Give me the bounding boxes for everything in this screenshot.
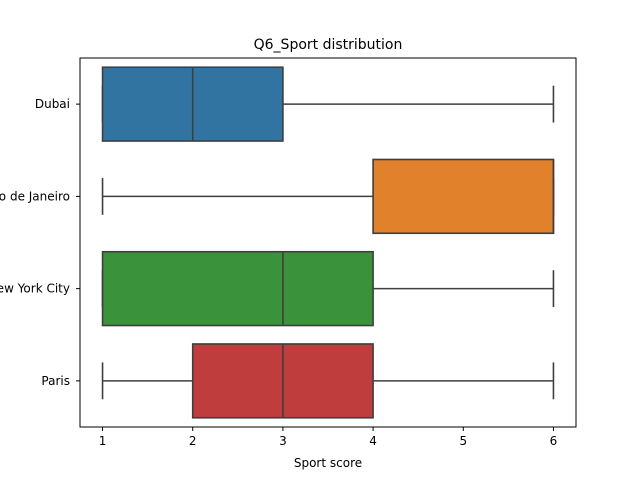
y-tick-label: Rio de Janeiro [0,189,70,203]
box-group [101,343,555,419]
y-axis: Dubai Rio de Janeiro New York City Paris [0,97,80,388]
box [101,250,374,327]
chart-title: Q6_Sport distribution [254,37,403,53]
axes-frame [79,57,577,428]
x-tick-label: 5 [459,434,467,448]
plot-area [101,66,555,419]
box-group [101,66,555,142]
x-axis: 1 2 3 4 5 6 [99,427,558,448]
box-group [101,250,555,327]
x-tick-label: 4 [369,434,377,448]
x-tick-label: 2 [189,434,197,448]
x-tick-label: 3 [279,434,287,448]
box [372,158,555,235]
y-tick-label: Paris [41,374,70,388]
x-axis-label: Sport score [294,456,362,470]
x-tick-label: 1 [99,434,107,448]
x-tick-label: 6 [550,434,558,448]
box-group [101,158,555,235]
y-tick-label: Dubai [35,97,70,111]
y-tick-label: New York City [0,282,70,296]
